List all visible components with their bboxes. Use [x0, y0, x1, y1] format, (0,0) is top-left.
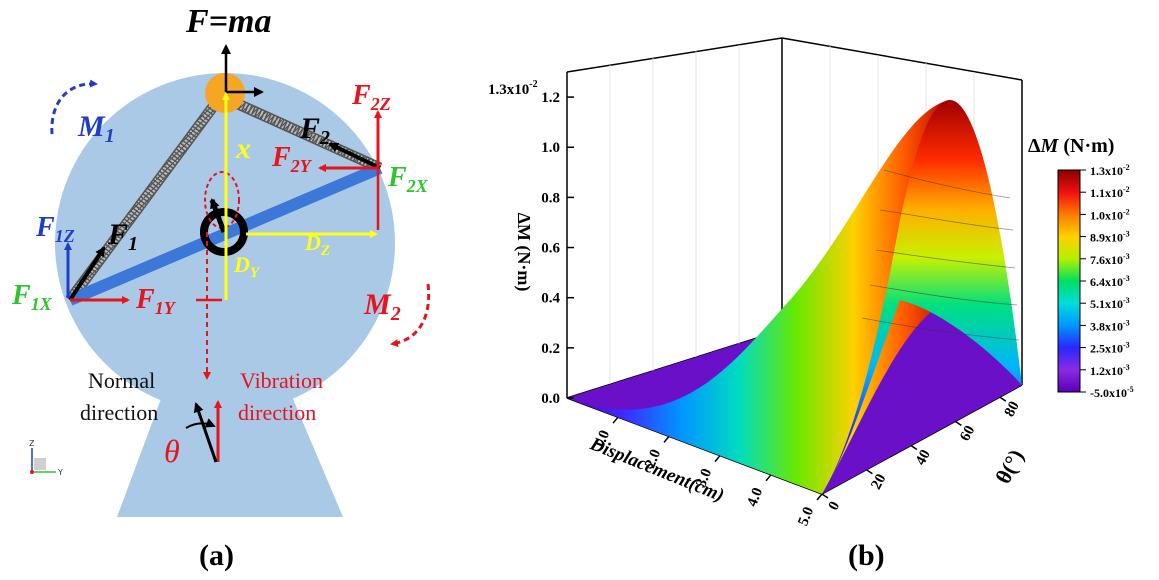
z-scale-label: 1.3x10-2	[488, 79, 538, 98]
z-tick-label: 0.0	[541, 391, 560, 407]
vibration-direction-line2: direction	[238, 400, 316, 425]
normal-direction-line1: Normal	[88, 368, 155, 393]
dy-label: DY	[233, 252, 261, 281]
theta-tick-mark	[910, 444, 918, 451]
axis-y-label: Y	[57, 468, 63, 477]
theta-tick-label: 20	[868, 472, 889, 493]
x-tick-mark	[816, 493, 823, 501]
x-tick-mark	[612, 416, 619, 424]
theta-tick-mark	[999, 396, 1007, 402]
surface-ridge	[822, 100, 1022, 494]
colorbar-tick-label: 3.8x10-3	[1090, 318, 1130, 333]
colorbar-tick-label: 7.6x10-3	[1090, 252, 1130, 267]
theta-tick-mark	[866, 469, 873, 475]
surface-contours	[861, 169, 1020, 341]
theta-label: θ	[164, 433, 180, 469]
dz-label: DZ	[304, 230, 330, 259]
m2-arc	[390, 283, 431, 348]
x-tick-label: 4.0	[744, 486, 766, 509]
surface-front	[567, 100, 950, 494]
z-tick-label: 0.6	[541, 241, 560, 257]
theta-tick-mark	[821, 493, 829, 499]
colorbar-tick-label: 1.1x10-2	[1090, 185, 1130, 200]
equation-label: F=ma	[185, 3, 272, 40]
theta-tick-label: 0	[826, 499, 844, 513]
normal-direction-line2: direction	[80, 400, 158, 425]
colorbar-tick-label: -5.0x10-5	[1090, 385, 1134, 400]
m1-label: M1	[77, 110, 115, 147]
f2x-label: F2X	[387, 162, 429, 196]
colorbar	[1057, 169, 1081, 393]
normal-arrow	[193, 402, 218, 463]
m1-arc	[50, 79, 98, 135]
f1-arrow	[68, 246, 106, 302]
pivot-ring	[200, 208, 248, 256]
f2-arrow	[328, 142, 381, 170]
theta-axis-title: θ(°)	[990, 445, 1028, 488]
surface-side	[822, 300, 1022, 494]
colorbar-tick-label: 1.3x10-2	[1090, 163, 1130, 178]
axis-triad: Z Y	[29, 439, 63, 477]
x-tick-mark	[765, 474, 772, 482]
z-axis: 0.0 0.2 0.4 0.6 0.8 1.0 1.2	[541, 90, 574, 407]
panel-a-caption: (a)	[199, 539, 234, 572]
theta-tick-mark	[954, 420, 962, 426]
pedestal-shape	[117, 380, 343, 517]
z-tick-label: 0.8	[541, 190, 560, 206]
z-tick-label: 0.4	[541, 291, 560, 307]
z-tick-label: 1.0	[541, 140, 560, 156]
spring-1-fill	[66, 97, 222, 303]
x-label: x	[235, 132, 251, 165]
panel-b-caption: (b)	[848, 539, 885, 572]
theta-tick-label: 80	[1002, 399, 1023, 420]
f1x-label: F1X	[11, 280, 53, 314]
f2-label: F2	[299, 112, 330, 149]
f1-label: F1	[107, 218, 138, 255]
theta-tick-label: 60	[957, 423, 978, 444]
x-tick-mark	[663, 435, 670, 443]
theta-tick-label: 40	[913, 447, 934, 468]
x-axis: 1.0 2.0 3.0 4.0 5.0	[591, 416, 823, 528]
colorbar-ticks: 1.3x10-2 1.1x10-2 1.0x10-2 8.9x10-3 7.6x10-3…	[1080, 163, 1134, 400]
colorbar-tick-label: 6.4x10-3	[1090, 274, 1130, 289]
colorbar-tick-label: 2.5x10-3	[1090, 341, 1130, 356]
z-tick-label: 1.2	[541, 90, 560, 106]
vibration-direction-line1: Vibration	[240, 368, 323, 393]
f1y-label: F1Y	[135, 284, 177, 318]
colorbar-title: ΔM (N·m)	[1028, 135, 1114, 157]
pivot-tilt-arrow	[209, 198, 227, 233]
z-tick-label: 0.2	[541, 341, 560, 357]
x-tick-label: 1.0	[591, 428, 613, 451]
m2-label: M2	[363, 288, 401, 325]
theta-arc	[185, 418, 216, 429]
x-tick-label: 2.0	[642, 447, 664, 470]
colorbar-tick-label: 1.0x10-2	[1090, 207, 1130, 222]
colorbar-tick-label: 5.1x10-3	[1090, 296, 1130, 311]
colorbar-tick-label: 8.9x10-3	[1090, 230, 1130, 245]
f1z-label: F1Z	[35, 212, 75, 246]
colorbar-tick-label: 1.2x10-3	[1090, 363, 1130, 378]
panel-b: 0.00.20.40.60.81.01.2 1.3x10-2 ΔM (N·m) …	[488, 37, 1134, 528]
x-tick-mark	[714, 455, 721, 463]
x-tick-label: 3.0	[693, 466, 715, 489]
f2y-label: F2Y	[271, 142, 313, 176]
panel-a: F=ma x DZ DY F2 F2Z F2Y F2X F1 F1Z F1Y F…	[11, 3, 431, 517]
axis-z-label: Z	[29, 439, 35, 448]
x-tick-label: 5.0	[795, 505, 817, 528]
z-axis-title: ΔM (N·m)	[513, 213, 534, 292]
f2z-label: F2Z	[351, 80, 391, 114]
